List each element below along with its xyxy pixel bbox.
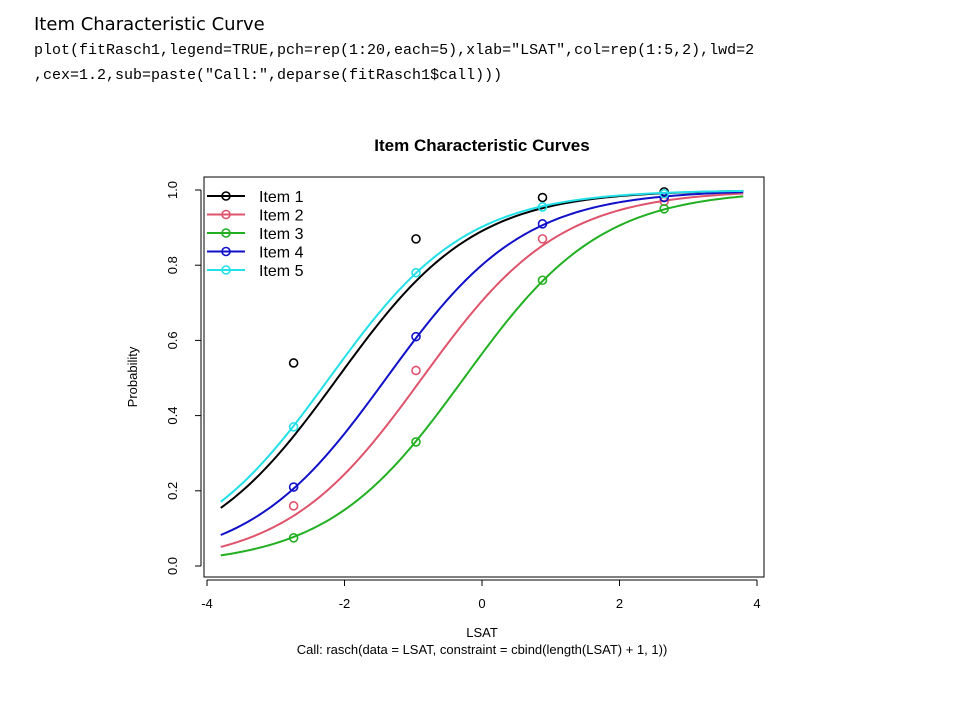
curve-item-4	[220, 191, 744, 536]
x-axis: -4 -2 0 2 4	[201, 579, 761, 611]
legend-label-item-3: Item 3	[259, 226, 304, 243]
legend-label-item-4: Item 4	[259, 245, 304, 262]
legend-label-item-5: Item 5	[259, 263, 304, 280]
marker-item-5	[659, 188, 669, 199]
marker-item-2	[411, 365, 421, 376]
x-tick-label: -4	[201, 596, 213, 611]
x-axis-label: LSAT	[466, 625, 498, 640]
y-tick-label: 0.2	[165, 482, 180, 500]
marker-item-5	[537, 202, 548, 212]
y-axis-label: Probability	[125, 346, 140, 407]
marker-item-2	[537, 234, 548, 244]
chart-title: Item Characteristic Curves	[374, 136, 589, 155]
curve-item-2	[220, 192, 744, 548]
marker-item-2	[288, 501, 299, 511]
marker-item-4	[411, 331, 421, 342]
y-tick-label: 0.0	[165, 557, 180, 575]
x-tick-label: 0	[478, 596, 485, 611]
y-tick-label: 0.8	[165, 256, 180, 274]
plot-frame	[203, 176, 765, 578]
x-tick-label: -2	[339, 596, 351, 611]
marker-item-3	[411, 437, 421, 447]
curves-layer	[220, 187, 744, 557]
x-tick-label: 2	[616, 596, 623, 611]
code-line-1: plot(fitRasch1,legend=TRUE,pch=rep(1:20,…	[34, 42, 755, 59]
legend-marker-item-5	[221, 265, 231, 275]
code-line-2: ,cex=1.2,sub=paste("Call:",deparse(fitRa…	[34, 67, 503, 84]
y-tick-label: 0.6	[165, 331, 180, 349]
legend-marker-item-2	[221, 209, 231, 220]
marker-item-1	[288, 358, 299, 368]
marker-item-1	[411, 234, 421, 244]
legend-marker-item-3	[221, 228, 231, 238]
y-axis: 0.0 0.2 0.4 0.6 0.8 1.0	[165, 181, 202, 575]
y-tick-label: 0.4	[165, 407, 180, 425]
x-tick-label: 4	[753, 596, 760, 611]
marker-item-3	[288, 532, 299, 543]
curve-item-5	[220, 189, 744, 503]
marker-item-4	[537, 219, 548, 229]
curve-item-3	[220, 195, 744, 557]
marker-item-4	[288, 482, 299, 492]
legend-label-item-1: Item 1	[259, 189, 304, 206]
marker-item-1	[537, 192, 548, 203]
legend-marker-item-1	[221, 191, 231, 201]
marker-item-3	[659, 204, 669, 214]
y-tick-label: 1.0	[165, 181, 180, 199]
marker-item-5	[411, 267, 421, 278]
legend-label-item-2: Item 2	[259, 208, 304, 225]
slide-title: Item Characteristic Curve	[34, 14, 265, 35]
chart-subtitle: Call: rasch(data = LSAT, constraint = cb…	[297, 642, 668, 657]
marker-item-3	[537, 275, 548, 286]
marker-item-5	[288, 422, 299, 432]
legend-marker-item-4	[221, 246, 231, 257]
